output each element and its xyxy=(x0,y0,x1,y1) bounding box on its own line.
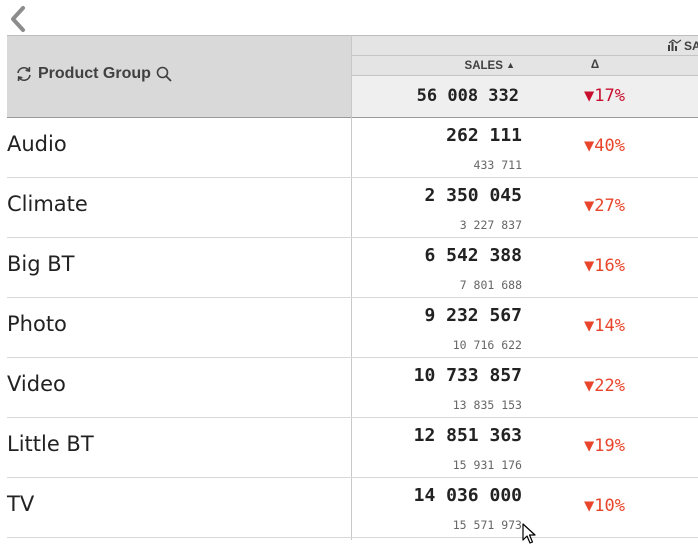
delta-column-header[interactable]: Δ xyxy=(522,56,698,75)
previous-sales-value: 7 801 688 xyxy=(459,278,522,292)
down-triangle-icon: ▼ xyxy=(584,316,595,336)
down-triangle-icon: ▼ xyxy=(584,496,595,516)
table-row[interactable]: Climate 2 350 045 3 227 837 ▼27% xyxy=(7,178,698,238)
row-label: Audio xyxy=(7,132,67,156)
row-label: TV xyxy=(7,492,35,516)
sales-header-label: SALES xyxy=(464,60,503,72)
sales-value: 12 851 363 xyxy=(413,425,522,446)
down-triangle-icon: ▼ xyxy=(584,196,595,216)
table-row[interactable]: TV 14 036 000 15 571 973 ▼10% xyxy=(7,478,698,538)
sales-value: 6 542 388 xyxy=(424,245,522,266)
down-triangle-icon: ▼ xyxy=(584,376,595,396)
previous-sales-value: 3 227 837 xyxy=(459,218,522,232)
down-triangle-icon: ▼ xyxy=(584,86,595,106)
row-label: Photo xyxy=(7,312,67,336)
dimension-label: Product Group xyxy=(38,65,151,82)
delta-value: ▼16% xyxy=(584,256,625,276)
down-triangle-icon: ▼ xyxy=(584,436,595,456)
previous-sales-value: 13 835 153 xyxy=(452,398,522,412)
row-label: Big BT xyxy=(7,252,75,276)
mouse-pointer-icon xyxy=(522,523,536,549)
table-row[interactable]: Video 10 733 857 13 835 153 ▼22% xyxy=(7,358,698,418)
totals-row: 56 008 332 ▼17% xyxy=(352,76,698,118)
table-row[interactable]: Big BT 6 542 388 7 801 688 ▼16% xyxy=(7,238,698,298)
previous-sales-value: 433 711 xyxy=(473,158,522,172)
table-row[interactable]: Little BT 12 851 363 15 931 176 ▼19% xyxy=(7,418,698,478)
pivot-table: Product Group SA SALES xyxy=(7,35,698,540)
total-delta-value: 17% xyxy=(594,86,625,106)
sales-value: 10 733 857 xyxy=(413,365,522,386)
delta-header-label: Δ xyxy=(590,59,600,71)
delta-value: ▼40% xyxy=(584,136,625,156)
sort-ascending-icon: ▲ xyxy=(506,60,515,70)
sales-column-header[interactable]: SALES ▲ xyxy=(352,56,522,75)
delta-value: ▼22% xyxy=(584,376,625,396)
sales-value: 2 350 045 xyxy=(424,185,522,206)
delta-value: ▼27% xyxy=(584,196,625,216)
total-delta: ▼17% xyxy=(584,76,625,117)
previous-sales-value: 15 571 973 xyxy=(452,518,522,532)
previous-sales-value: 10 716 622 xyxy=(452,338,522,352)
sales-value: 9 232 567 xyxy=(424,305,522,326)
table-body: Audio 262 111 433 711 ▼40% Climate 2 350… xyxy=(7,118,698,538)
total-sales-value: 56 008 332 xyxy=(416,86,519,106)
delta-value: ▼10% xyxy=(584,496,625,516)
measure-group-header: SA xyxy=(352,35,698,56)
back-chevron-icon[interactable] xyxy=(7,4,29,34)
previous-sales-value: 15 931 176 xyxy=(452,458,522,472)
measure-group-label: SA xyxy=(684,39,698,53)
chart-icon xyxy=(668,38,682,54)
down-triangle-icon: ▼ xyxy=(584,136,595,156)
search-icon[interactable] xyxy=(155,65,173,83)
down-triangle-icon: ▼ xyxy=(584,256,595,276)
delta-value: ▼19% xyxy=(584,436,625,456)
cycle-icon[interactable] xyxy=(14,64,34,84)
sales-value: 262 111 xyxy=(446,125,522,146)
table-row[interactable]: Audio 262 111 433 711 ▼40% xyxy=(7,118,698,178)
column-divider xyxy=(351,35,352,540)
column-headers: SALES ▲ Δ xyxy=(352,56,698,76)
row-label: Video xyxy=(7,372,66,396)
dimension-header: Product Group xyxy=(7,35,351,118)
row-label: Little BT xyxy=(7,432,94,456)
row-label: Climate xyxy=(7,192,88,216)
delta-value: ▼14% xyxy=(584,316,625,336)
table-row[interactable]: Photo 9 232 567 10 716 622 ▼14% xyxy=(7,298,698,358)
sales-value: 14 036 000 xyxy=(413,485,522,506)
